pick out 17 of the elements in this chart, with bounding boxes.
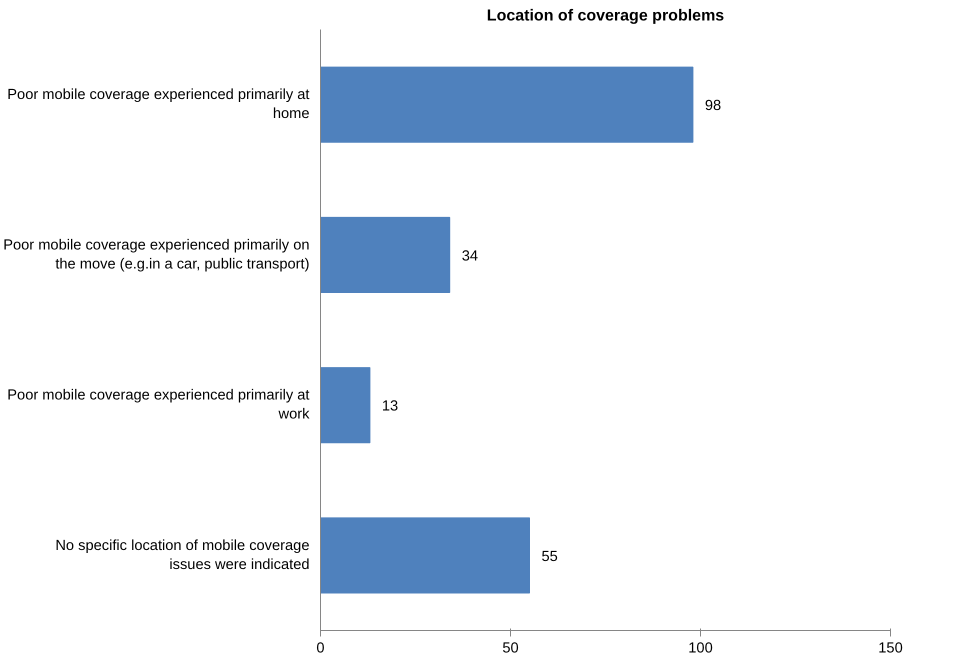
x-tick-label: 50 (502, 640, 519, 656)
y-tick-label: Poor mobile coverage experienced primarily at home (7, 87, 310, 122)
bar (320, 367, 370, 444)
y-tick-label: Poor mobile coverage experienced primarily at work (7, 388, 310, 423)
data-label: 98 (704, 98, 722, 114)
chart-title: Location of coverage problems (486, 8, 724, 24)
x-tick-label: 0 (316, 640, 325, 656)
x-tick-label: 150 (878, 640, 903, 656)
y-tick-label: Poor mobile coverage experienced primarily on the move (e.g.in a car, public transport) (3, 237, 310, 272)
bar (320, 66, 694, 143)
bar (320, 216, 450, 293)
x-tick-label: 100 (688, 640, 713, 656)
y-tick-label: No specific location of mobile coverage issues were indicated (55, 538, 310, 573)
data-label: 13 (382, 398, 398, 415)
data-label: 34 (462, 248, 478, 264)
bar (320, 517, 530, 594)
data-label: 55 (542, 548, 558, 565)
